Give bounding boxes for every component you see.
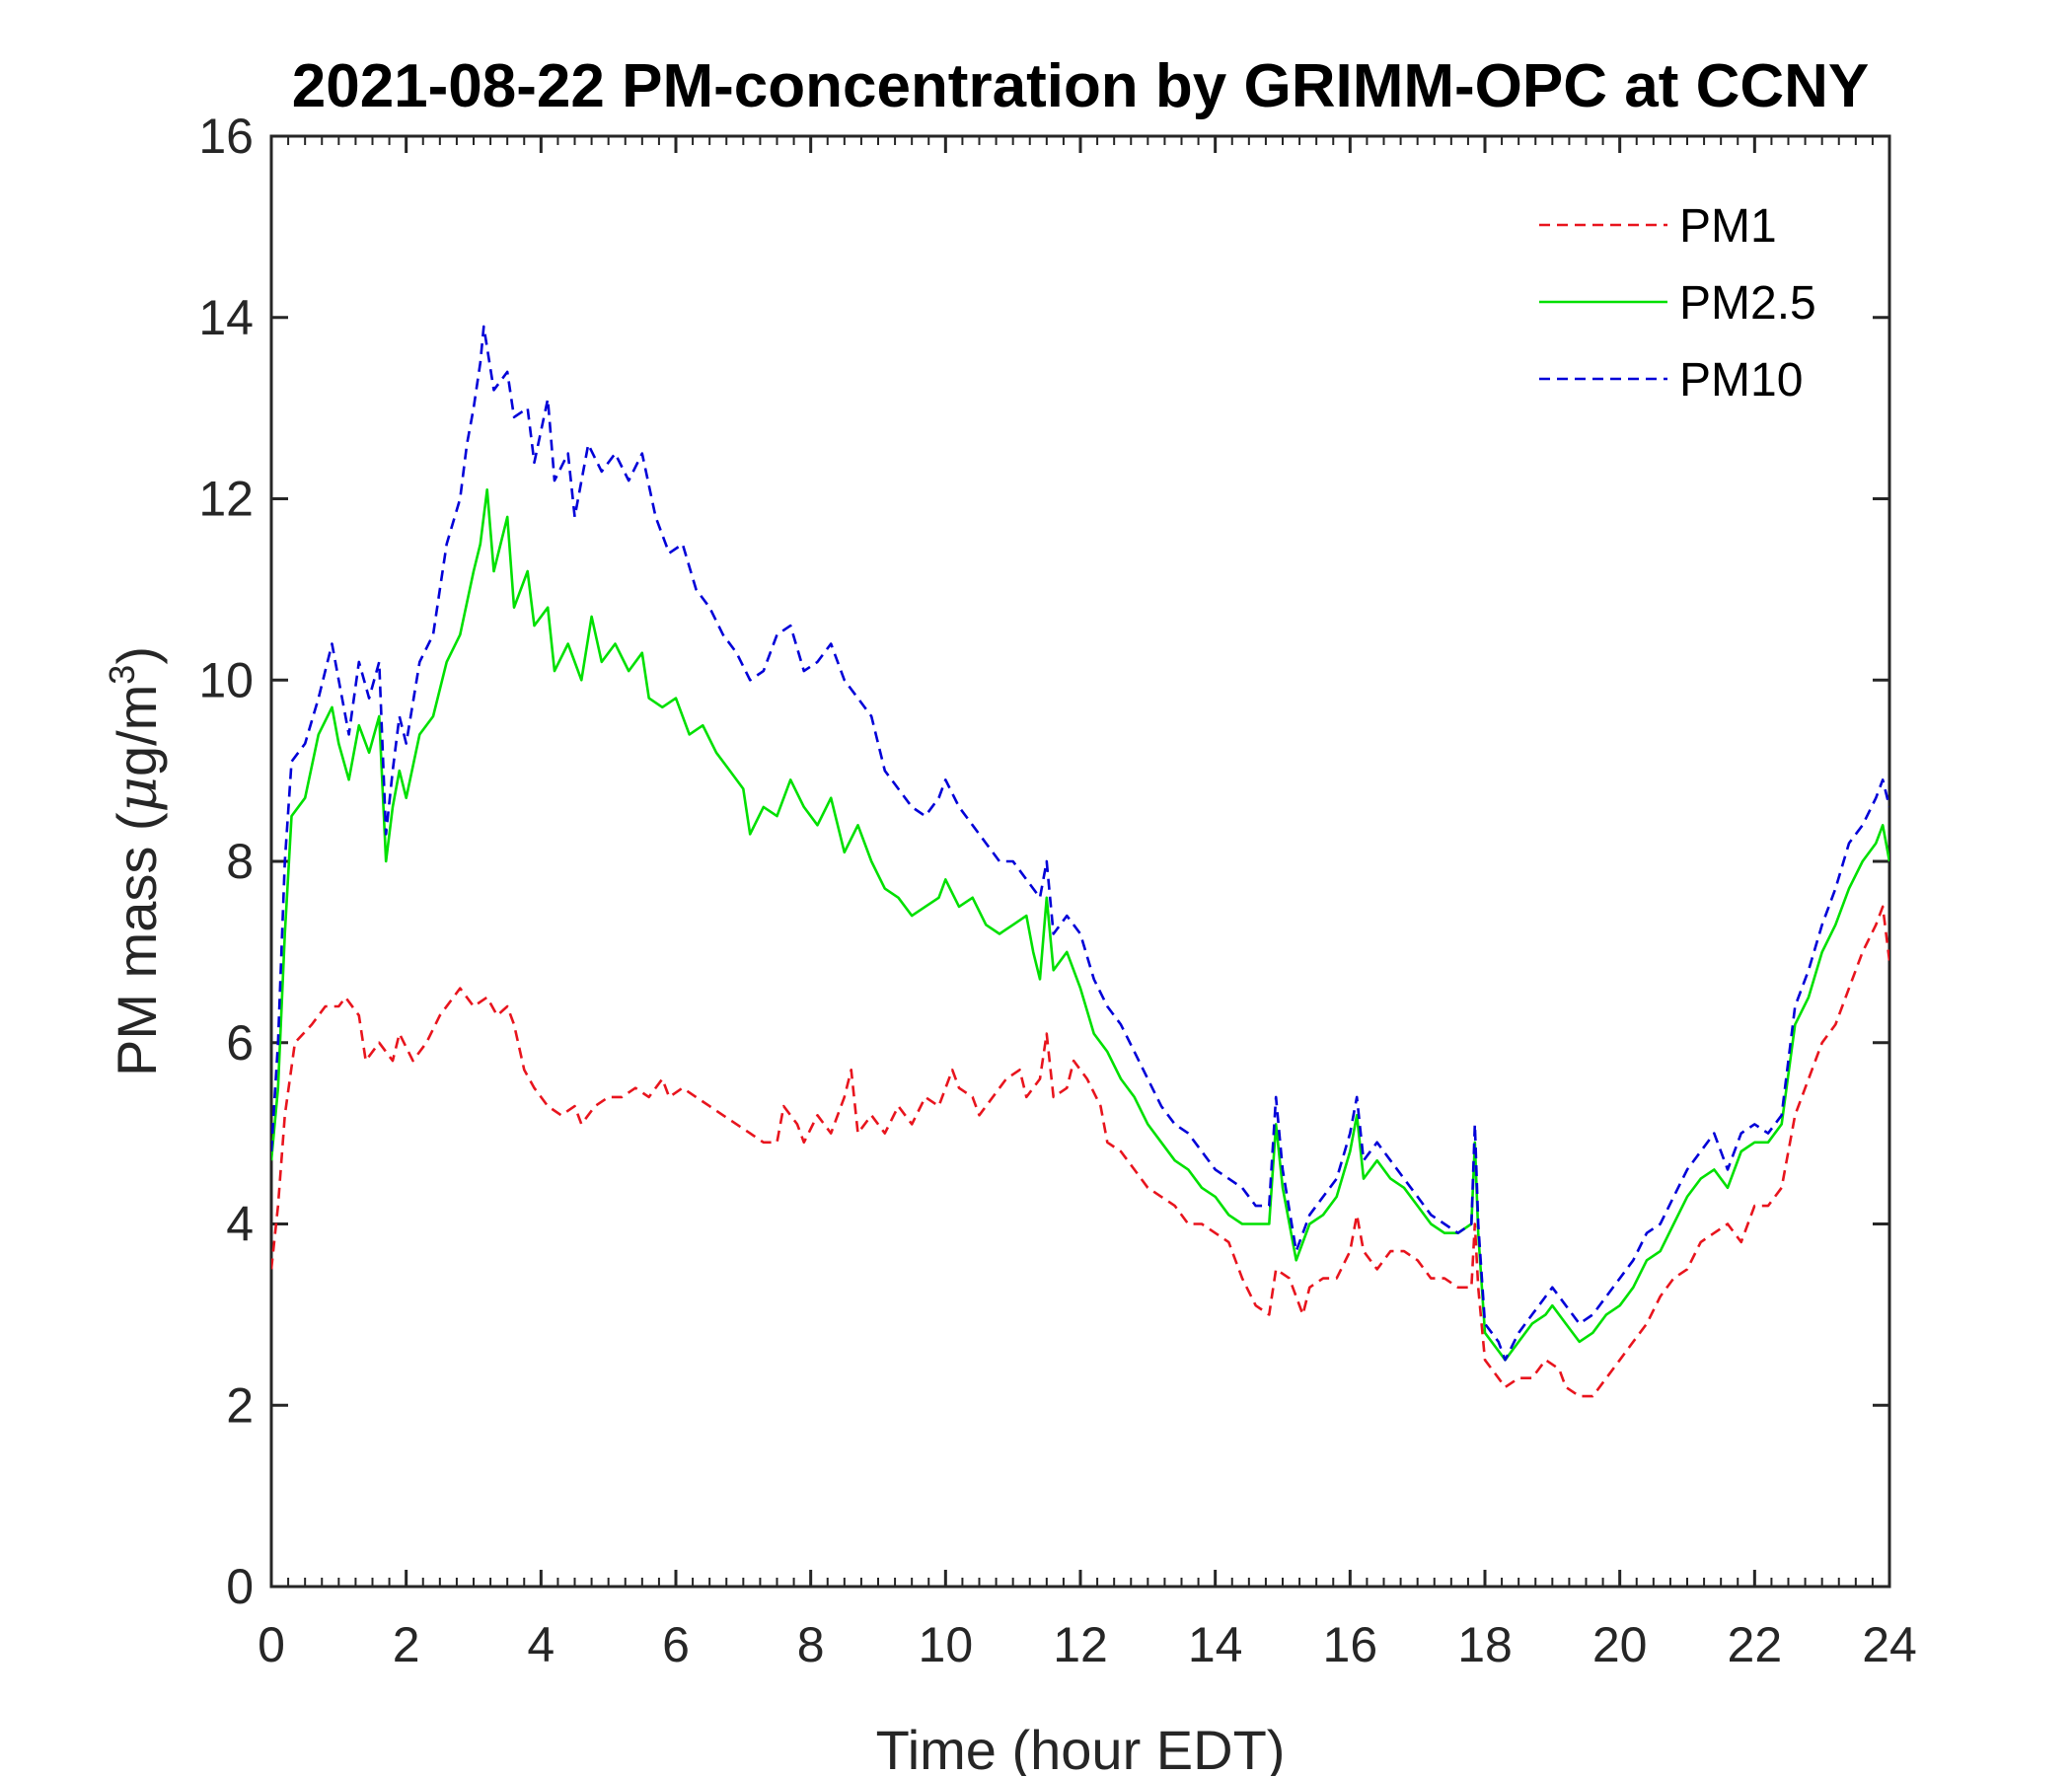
x-axis-label: Time (hour EDT): [876, 1719, 1286, 1776]
y-tick-label: 6: [226, 1015, 254, 1071]
legend-label: PM10: [1679, 354, 1803, 407]
series-line-pm10: [271, 325, 1889, 1362]
y-tick-label: 12: [198, 472, 254, 527]
x-tick-labels: 0 2 4 6 8 10 12 14 16 18 20 22 24: [258, 1617, 1917, 1672]
x-tick-label: 10: [919, 1617, 974, 1672]
x-tick-label: 0: [258, 1617, 285, 1672]
legend-label: PM2.5: [1679, 277, 1816, 330]
chart-title: 2021-08-22 PM-concentration by GRIMM-OPC…: [292, 52, 1870, 120]
y-axis-label-superscript: 3: [102, 665, 142, 685]
x-tick-label: 16: [1323, 1617, 1378, 1672]
legend: PM1 PM2.5 PM10: [1539, 200, 1816, 407]
y-tick-label: 2: [226, 1377, 254, 1433]
x-tick-label: 24: [1862, 1617, 1917, 1672]
y-tick-label: 14: [198, 290, 254, 345]
x-tick-label: 22: [1728, 1617, 1783, 1672]
x-tick-label: 12: [1053, 1617, 1108, 1672]
x-tick-label: 6: [662, 1617, 690, 1672]
major-ticks: [269, 134, 1891, 1589]
legend-label: PM1: [1679, 200, 1777, 253]
series-line-pm1: [271, 905, 1889, 1398]
y-axis-label-unit: g/m: [106, 685, 168, 777]
x-tick-label: 14: [1188, 1617, 1243, 1672]
y-axis-label: PM mass (μg/m3): [102, 646, 170, 1076]
minor-ticks: [287, 136, 1874, 1587]
y-axis-label-prefix: PM mass (: [106, 812, 168, 1076]
y-axis-label-suffix: ): [106, 646, 168, 665]
y-tick-label: 0: [226, 1559, 254, 1614]
y-tick-label: 10: [198, 652, 254, 707]
series-lines: [271, 325, 1889, 1398]
x-tick-label: 8: [797, 1617, 825, 1672]
x-tick-label: 2: [393, 1617, 420, 1672]
y-tick-labels: 0 2 4 6 8 10 12 14 16: [198, 109, 254, 1614]
y-axis-label-mu: μ: [106, 777, 170, 812]
series-line-pm2-5: [271, 488, 1889, 1362]
y-tick-label: 4: [226, 1197, 254, 1252]
x-tick-label: 18: [1457, 1617, 1513, 1672]
y-tick-label: 8: [226, 834, 254, 889]
y-tick-label: 16: [198, 109, 254, 164]
x-tick-label: 4: [527, 1617, 555, 1672]
x-tick-label: 20: [1592, 1617, 1648, 1672]
